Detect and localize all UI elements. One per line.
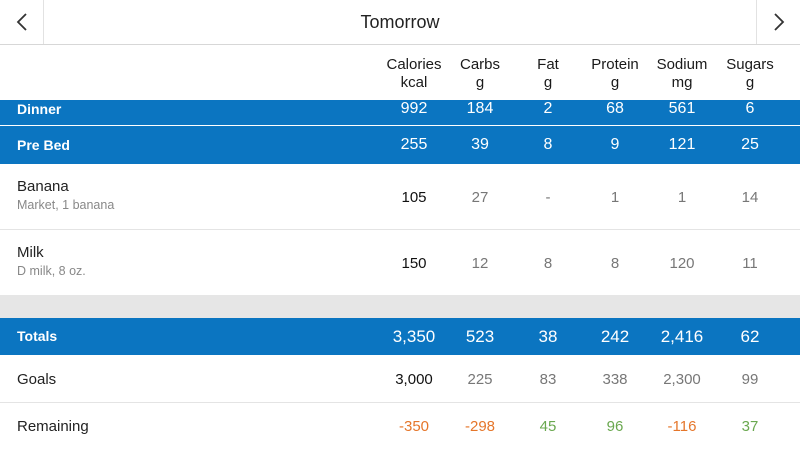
remaining-sodium: -116 (667, 418, 697, 435)
remaining-row: Remaining -350 -298 45 96 -116 37 (0, 403, 800, 450)
column-header-carbs: Carbs g (459, 56, 500, 91)
food-sugars: 11 (742, 255, 758, 272)
food-fat: 8 (543, 255, 553, 272)
goals-calories: 3,000 (395, 371, 433, 388)
meal-label: Pre Bed (17, 137, 70, 153)
previous-day-button[interactable] (0, 0, 44, 44)
meal-calories: 255 (400, 136, 428, 153)
meal-label: Dinner (17, 101, 62, 117)
goals-sugars: 99 (741, 371, 759, 388)
column-header-sodium: Sodium mg (656, 56, 708, 91)
food-sugars: 14 (741, 189, 759, 206)
meal-row-pre-bed[interactable]: Pre Bed 255 39 8 9 121 25 (0, 126, 800, 164)
goals-carbs: 225 (467, 371, 493, 388)
column-header-sugars: Sugars g (726, 56, 774, 91)
page-title: Tomorrow (360, 11, 440, 32)
meal-sodium: 561 (668, 100, 696, 117)
meal-protein: 9 (610, 136, 620, 153)
goals-protein: 338 (602, 371, 628, 388)
meal-sugars: 6 (745, 100, 755, 117)
totals-protein: 242 (600, 327, 630, 346)
food-carbs: 27 (471, 189, 489, 206)
remaining-protein: 96 (606, 418, 624, 435)
column-header-calories: Calories kcal (386, 56, 442, 91)
column-header-fat: Fat g (537, 56, 559, 91)
food-fat: - (545, 189, 551, 206)
totals-carbs: 523 (465, 327, 495, 346)
goals-fat: 83 (539, 371, 557, 388)
remaining-carbs: -298 (464, 418, 496, 435)
totals-label: Totals (17, 328, 58, 344)
food-carbs: 12 (471, 255, 489, 272)
remaining-sugars: 37 (741, 418, 759, 435)
meal-fat: 8 (543, 136, 553, 153)
food-name: Banana (17, 178, 69, 195)
totals-row: Totals 3,350 523 38 242 2,416 62 (0, 318, 800, 355)
meal-row-dinner[interactable]: Dinner 992 184 2 68 561 6 (0, 100, 800, 125)
meal-carbs: 39 (471, 136, 489, 153)
food-protein: 8 (610, 255, 620, 272)
totals-fat: 38 (538, 327, 558, 346)
goals-row: Goals 3,000 225 83 338 2,300 99 (0, 355, 800, 403)
nutrient-column-headers: Calories kcal Carbs g Fat g Protein g Sodium… (0, 45, 800, 100)
totals-calories: 3,350 (392, 327, 436, 346)
section-separator (0, 295, 800, 318)
food-calories: 105 (401, 189, 427, 206)
remaining-fat: 45 (539, 418, 557, 435)
meal-sodium: 121 (668, 136, 696, 153)
meal-sugars: 25 (741, 136, 759, 153)
meal-fat: 2 (543, 100, 553, 117)
meal-carbs: 184 (466, 100, 494, 117)
totals-sugars: 62 (740, 327, 760, 346)
food-calories: 150 (401, 255, 427, 272)
goals-sodium: 2,300 (663, 371, 701, 388)
chevron-right-icon (773, 13, 784, 31)
food-sodium: 1 (677, 189, 687, 206)
remaining-label: Remaining (17, 418, 89, 435)
food-protein: 1 (610, 189, 620, 206)
food-row-milk[interactable]: Milk D milk, 8 oz. 150 12 8 8 120 11 (0, 230, 800, 295)
meal-protein: 68 (606, 100, 624, 117)
meal-calories: 992 (400, 100, 428, 117)
goals-label: Goals (17, 371, 57, 388)
remaining-calories: -350 (398, 418, 430, 435)
food-detail: D milk, 8 oz. (17, 264, 86, 278)
food-detail: Market, 1 banana (17, 198, 115, 212)
column-header-protein: Protein g (591, 56, 639, 91)
next-day-button[interactable] (756, 0, 800, 44)
food-row-banana[interactable]: Banana Market, 1 banana 105 27 - 1 1 14 (0, 164, 800, 230)
chevron-left-icon (16, 13, 27, 31)
food-sodium: 120 (669, 255, 695, 272)
top-navigation-bar: Tomorrow (0, 0, 800, 45)
food-name: Milk (17, 244, 44, 261)
totals-sodium: 2,416 (660, 327, 704, 346)
